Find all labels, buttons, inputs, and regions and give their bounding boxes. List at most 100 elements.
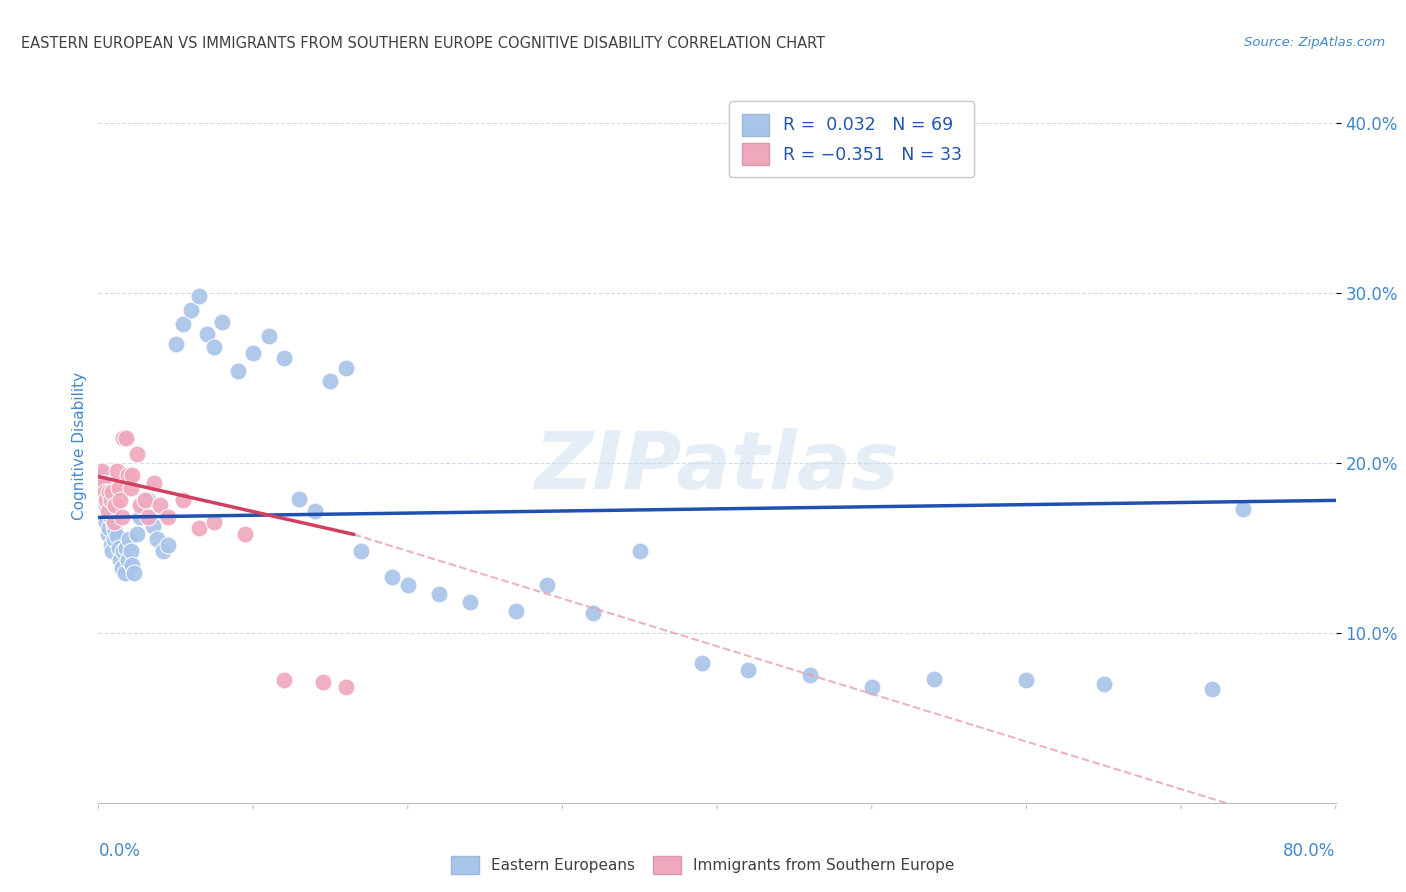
Point: [129, 499, 152, 513]
Point: [165, 337, 187, 351]
Point: [188, 520, 211, 534]
Point: [195, 326, 218, 341]
Point: [381, 570, 404, 584]
Point: [288, 491, 311, 506]
Point: [98, 503, 121, 517]
Point: [129, 510, 152, 524]
Point: [149, 499, 172, 513]
Point: [100, 510, 122, 524]
Point: [226, 364, 249, 378]
Point: [101, 484, 124, 499]
Point: [136, 510, 159, 524]
Point: [1201, 681, 1223, 696]
Point: [312, 675, 335, 690]
Point: [319, 375, 342, 389]
Point: [427, 587, 450, 601]
Point: [1015, 673, 1038, 688]
Point: [103, 533, 125, 547]
Point: [211, 315, 233, 329]
Point: [628, 544, 651, 558]
Point: [304, 503, 326, 517]
Point: [134, 493, 156, 508]
Point: [690, 657, 713, 671]
Point: [536, 578, 558, 592]
Point: [582, 606, 605, 620]
Point: [335, 360, 357, 375]
Point: [100, 537, 122, 551]
Point: [103, 519, 125, 533]
Point: [93, 484, 115, 499]
Point: [180, 303, 202, 318]
Point: [111, 510, 132, 524]
Point: [505, 604, 527, 618]
Point: [458, 595, 481, 609]
Point: [121, 467, 143, 482]
Point: [1092, 677, 1115, 691]
Point: [143, 476, 166, 491]
Point: [111, 561, 132, 575]
Legend: R =  0.032   N = 69, R = −0.351   N = 33: R = 0.032 N = 69, R = −0.351 N = 33: [730, 102, 974, 178]
Point: [188, 289, 211, 303]
Point: [90, 465, 112, 479]
Point: [98, 484, 121, 499]
Point: [350, 544, 373, 558]
Point: [335, 680, 357, 694]
Point: [152, 544, 174, 558]
Point: [121, 558, 143, 572]
Point: [105, 465, 128, 479]
Point: [107, 541, 129, 555]
Point: [104, 524, 127, 538]
Point: [104, 499, 127, 513]
Point: [257, 328, 280, 343]
Point: [146, 533, 169, 547]
Text: Source: ZipAtlas.com: Source: ZipAtlas.com: [1244, 36, 1385, 49]
Point: [157, 510, 180, 524]
Point: [799, 668, 821, 682]
Point: [860, 680, 883, 694]
Point: [134, 499, 156, 513]
Point: [922, 672, 945, 686]
Point: [1232, 501, 1254, 516]
Point: [96, 493, 118, 508]
Point: [117, 553, 139, 567]
Point: [204, 516, 226, 530]
Point: [273, 673, 295, 688]
Y-axis label: Cognitive Disability: Cognitive Disability: [72, 372, 87, 520]
Legend: Eastern Europeans, Immigrants from Southern Europe: Eastern Europeans, Immigrants from South…: [446, 850, 960, 880]
Point: [127, 448, 149, 462]
Point: [120, 482, 142, 496]
Point: [172, 493, 194, 508]
Point: [97, 503, 120, 517]
Point: [96, 516, 118, 530]
Text: 0.0%: 0.0%: [98, 842, 141, 860]
Text: 80.0%: 80.0%: [1284, 842, 1336, 860]
Point: [127, 527, 149, 541]
Text: EASTERN EUROPEAN VS IMMIGRANTS FROM SOUTHERN EUROPE COGNITIVE DISABILITY CORRELA: EASTERN EUROPEAN VS IMMIGRANTS FROM SOUT…: [21, 36, 825, 51]
Point: [91, 476, 114, 491]
Point: [114, 566, 136, 581]
Point: [105, 529, 128, 543]
Point: [233, 527, 257, 541]
Point: [122, 566, 145, 581]
Point: [242, 345, 264, 359]
Point: [97, 527, 120, 541]
Text: ZIPatlas: ZIPatlas: [534, 428, 900, 507]
Point: [136, 493, 159, 508]
Point: [112, 430, 135, 444]
Point: [101, 544, 124, 558]
Point: [97, 493, 120, 508]
Point: [118, 533, 141, 547]
Point: [273, 351, 295, 365]
Point: [98, 520, 121, 534]
Point: [96, 499, 118, 513]
Point: [108, 493, 131, 508]
Point: [172, 317, 194, 331]
Point: [120, 544, 142, 558]
Point: [141, 519, 165, 533]
Point: [115, 430, 138, 444]
Point: [100, 493, 122, 508]
Point: [112, 544, 135, 558]
Point: [107, 482, 129, 496]
Point: [396, 578, 419, 592]
Point: [117, 467, 139, 482]
